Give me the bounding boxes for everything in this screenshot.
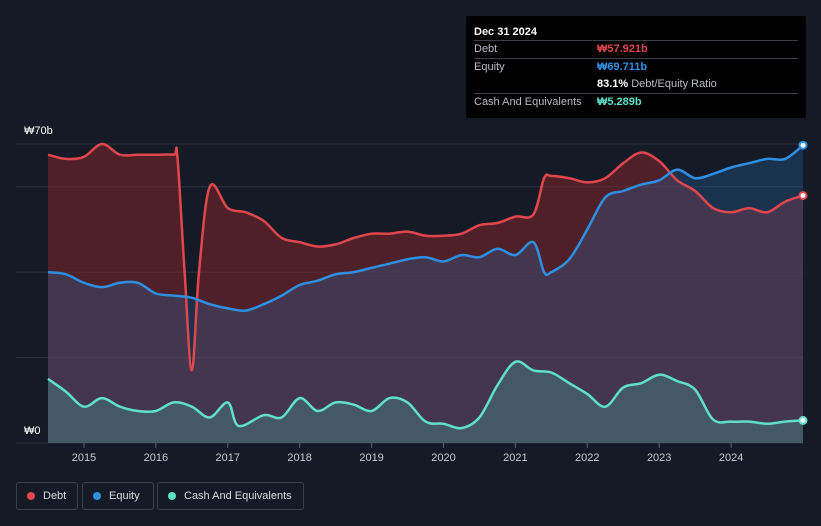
- debt-area: [48, 143, 803, 443]
- cash-area: [48, 361, 803, 443]
- x-tick-label: 2023: [647, 452, 671, 464]
- tooltip-ratio-value: 83.1%: [597, 78, 629, 90]
- x-tick-label: 2024: [719, 452, 743, 464]
- series-areas: [48, 143, 803, 443]
- legend-cash[interactable]: Cash And Equivalents: [157, 482, 304, 510]
- tooltip-equity-row: Equity ₩69.711b: [474, 58, 798, 76]
- debt-line: [47, 142, 804, 372]
- x-tick-label: 2017: [216, 452, 240, 464]
- tooltip-ratio-label: Debt/Equity Ratio: [631, 78, 717, 90]
- x-tick-label: 2019: [359, 452, 383, 464]
- cash-line: [47, 360, 804, 430]
- equity-line: [47, 144, 804, 313]
- tooltip-equity-label: Equity: [474, 61, 505, 73]
- equity-legend-dot-icon: [93, 492, 101, 500]
- equity-area: [48, 145, 803, 443]
- y-axis-max-label: ₩70b: [24, 125, 53, 137]
- tooltip: Dec 31 2024 Debt ₩57.921b Equity ₩69.711…: [466, 16, 806, 118]
- tooltip-ratio-row: 83.1% Debt/Equity Ratio: [474, 76, 798, 93]
- tooltip-debt-value: ₩57.921b: [597, 43, 648, 55]
- series-lines: [47, 142, 804, 430]
- legend-debt-label: Debt: [43, 490, 67, 502]
- x-tick-label: 2015: [72, 452, 96, 464]
- equity-endpoint: [798, 140, 808, 150]
- x-tick-label: 2022: [575, 452, 599, 464]
- tooltip-cash-row: Cash And Equivalents ₩5.289b: [474, 93, 798, 111]
- x-tick-label: 2018: [287, 452, 311, 464]
- x-tick-label: 2016: [144, 452, 168, 464]
- legend-cash-label: Cash And Equivalents: [184, 490, 292, 502]
- cash-endpoint: [798, 415, 808, 425]
- cash-legend-dot-icon: [168, 492, 176, 500]
- x-tick-label: 2021: [503, 452, 527, 464]
- tooltip-cash-label: Cash And Equivalents: [474, 96, 582, 108]
- x-axis-ticks: 2015 2016 2017 2018 2019 2020 2021 2022 2023 2024: [72, 443, 743, 464]
- debt-legend-dot-icon: [27, 492, 35, 500]
- debt-endpoint: [798, 191, 808, 201]
- legend-debt[interactable]: Debt: [16, 482, 78, 510]
- legend-equity-label: Equity: [109, 490, 140, 502]
- tooltip-equity-value: ₩69.711b: [597, 61, 648, 73]
- y-axis-min-label: ₩0: [24, 425, 41, 437]
- legend-equity[interactable]: Equity: [82, 482, 154, 510]
- tooltip-debt-label: Debt: [474, 43, 498, 55]
- tooltip-date: Dec 31 2024: [474, 26, 537, 38]
- x-tick-label: 2020: [431, 452, 455, 464]
- tooltip-debt-row: Debt ₩57.921b: [474, 40, 798, 58]
- tooltip-cash-value: ₩5.289b: [597, 96, 642, 108]
- gridlines: [16, 143, 803, 444]
- series-endpoints: [798, 140, 808, 425]
